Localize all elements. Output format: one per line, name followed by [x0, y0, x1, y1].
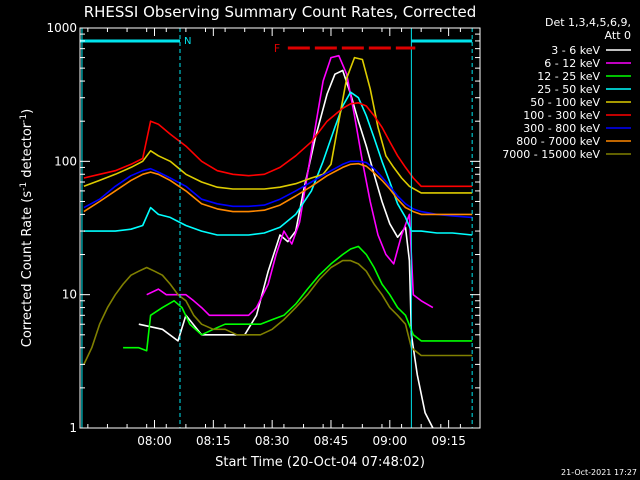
legend-label-1: 6 - 12 keV	[544, 57, 600, 70]
legend-label-3: 25 - 50 keV	[537, 83, 600, 96]
x-axis: 08:00 08:15 08:30 08:45 09:00 09:15	[87, 28, 481, 448]
x-tick-label-3: 08:45	[314, 434, 349, 448]
y-axis: 1 10 100 1000	[46, 21, 480, 435]
legend-header-1: Det 1,3,4,5,6,9,	[545, 16, 631, 29]
marker-layer: NF	[80, 28, 473, 428]
y-label-mid: detector	[20, 122, 35, 182]
series-line-5	[83, 102, 473, 188]
series-line-6	[83, 160, 473, 219]
x-tick-label-1: 08:15	[196, 434, 231, 448]
x-tick-label-4: 09:00	[373, 434, 408, 448]
x-tick-label-0: 08:00	[137, 434, 172, 448]
legend-label-6: 300 - 800 keV	[523, 122, 600, 135]
legend-label-7: 800 - 7000 keV	[516, 135, 600, 148]
series-line-4	[83, 56, 473, 194]
series-line-8	[83, 259, 473, 365]
y-label-main: Corrected Count Rate (s	[20, 191, 35, 348]
series-layer	[83, 54, 473, 429]
footer-date: 21-Oct-2021 17:27	[561, 468, 637, 477]
x-tick-label-5: 09:15	[431, 434, 466, 448]
y-label-end: )	[20, 109, 35, 114]
legend-label-8: 7000 - 15000 keV	[502, 148, 600, 161]
night-label: N	[184, 36, 191, 47]
series-line-7	[83, 162, 473, 216]
y-tick-label-1: 10	[62, 288, 77, 302]
plot-frame	[79, 27, 481, 429]
legend-label-0: 3 - 6 keV	[551, 44, 600, 57]
legend-header-2: Att 0	[605, 29, 631, 42]
series-line-3	[83, 91, 473, 236]
chart-title: RHESSI Observing Summary Count Rates, Co…	[84, 3, 477, 21]
y-tick-label-0: 1	[69, 421, 77, 435]
legend-label-4: 50 - 100 keV	[530, 96, 600, 109]
series-line-0	[138, 69, 434, 429]
series-line-2	[123, 245, 473, 352]
series-line-1	[146, 54, 434, 317]
x-axis-label: Start Time (20-Oct-04 07:48:02)	[215, 455, 425, 470]
flare-label: F	[274, 42, 280, 55]
y-axis-label: Corrected Count Rate (s-1 detector-1)	[19, 109, 35, 347]
legend-label-2: 12 - 25 keV	[537, 70, 600, 83]
y-label-sup1: -1	[19, 182, 29, 191]
y-tick-label-2: 100	[54, 154, 77, 168]
y-tick-label-3: 1000	[46, 21, 77, 35]
x-tick-label-2: 08:30	[255, 434, 290, 448]
legend-label-5: 100 - 300 keV	[523, 109, 600, 122]
y-label-sup2: -1	[19, 114, 29, 123]
